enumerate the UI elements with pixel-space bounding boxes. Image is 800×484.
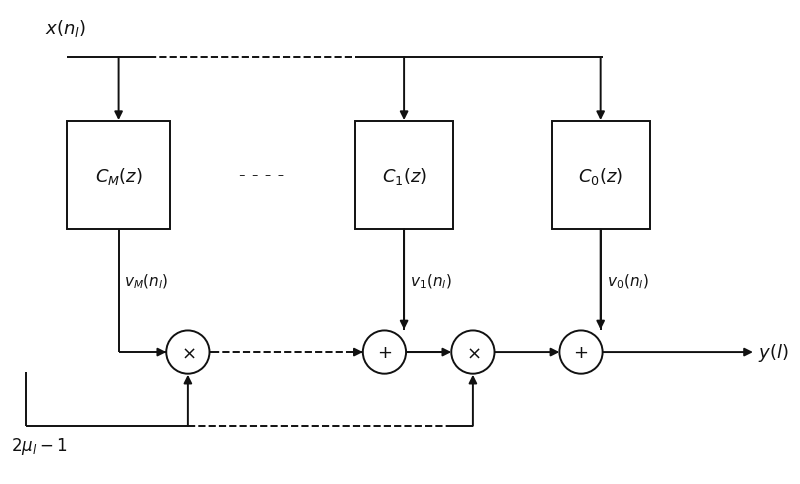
Bar: [67, 122, 170, 230]
Text: - - - -: - - - -: [238, 167, 284, 185]
Text: $\times$: $\times$: [181, 343, 195, 362]
Text: $C_1(z)$: $C_1(z)$: [382, 166, 426, 186]
Text: $y(l)$: $y(l)$: [758, 341, 789, 363]
Text: $\times$: $\times$: [466, 343, 480, 362]
Text: $C_0(z)$: $C_0(z)$: [578, 166, 623, 186]
Text: $+$: $+$: [377, 343, 392, 362]
Text: $v_1(n_l)$: $v_1(n_l)$: [410, 272, 452, 290]
Text: $+$: $+$: [574, 343, 589, 362]
Bar: [551, 122, 650, 230]
Circle shape: [559, 331, 602, 374]
Circle shape: [363, 331, 406, 374]
Text: $C_M(z)$: $C_M(z)$: [94, 166, 142, 186]
Text: $2\mu_l - 1$: $2\mu_l - 1$: [11, 435, 67, 456]
Circle shape: [451, 331, 494, 374]
Text: $x(n_l)$: $x(n_l)$: [46, 17, 86, 39]
Text: $v_M(n_l)$: $v_M(n_l)$: [125, 272, 169, 290]
Circle shape: [166, 331, 210, 374]
Bar: [355, 122, 454, 230]
Text: $v_0(n_l)$: $v_0(n_l)$: [606, 272, 649, 290]
